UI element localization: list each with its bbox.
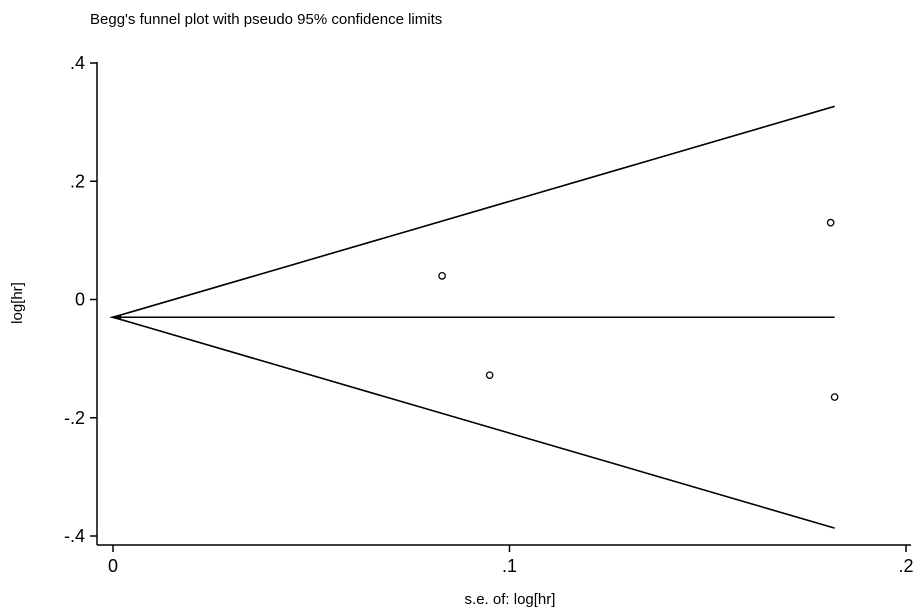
lower-confidence-limit — [112, 316, 835, 529]
study-points — [438, 218, 839, 401]
pooled-estimate-marker — [109, 314, 121, 321]
x-axis-ticks: 0 .1 .2 — [108, 545, 914, 576]
y-tick-label: -.2 — [64, 408, 85, 428]
study-point — [826, 218, 835, 227]
study-point — [438, 271, 446, 280]
y-axis-label: log[hr] — [9, 282, 26, 324]
chart-title: Begg's funnel plot with pseudo 95% confi… — [90, 11, 442, 28]
upper-confidence-limit — [112, 105, 835, 319]
x-axis-label: s.e. of: log[hr] — [465, 591, 556, 608]
x-tick-label: .1 — [502, 556, 517, 576]
study-point — [485, 371, 494, 380]
y-tick-label: .2 — [70, 171, 85, 191]
y-tick-label: .4 — [70, 53, 85, 73]
y-tick-label: -.4 — [64, 526, 85, 546]
x-tick-label: .2 — [898, 556, 913, 576]
study-point — [830, 393, 839, 401]
x-tick-label: 0 — [108, 556, 118, 576]
y-tick-label: 0 — [75, 290, 85, 310]
y-axis-ticks: .4 .2 0 -.2 -.4 — [64, 53, 97, 546]
